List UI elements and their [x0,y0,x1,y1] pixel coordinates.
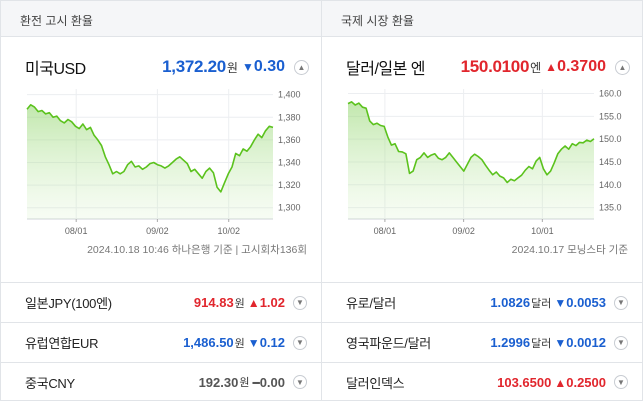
change-value: 0.0012 [566,335,606,350]
chevron-down-icon[interactable]: ▼ [293,335,307,350]
international-rate-panel: 국제 시장 환율 달러/일본 엔 150.0100 엔 ▲0.3700 ▲ 13… [322,1,642,401]
y-tick-label: 150.0 [599,134,622,144]
y-tick-label: 1,300 [278,203,301,213]
rate-value: 1,486.50 [183,335,234,350]
y-tick-label: 135.0 [599,203,622,213]
y-tick-label: 1,340 [278,157,301,167]
source-info: 2024.10.18 10:46 하나은행 기준 | 고시회차136회 [87,244,307,256]
x-tick-label: 09/02 [452,226,475,236]
y-tick-label: 155.0 [599,111,622,121]
x-tick-label: 10/01 [531,226,554,236]
currency-name: 달러/일본 엔 [346,61,426,78]
x-tick-label: 08/01 [374,226,397,236]
chart-area-fill [27,104,273,219]
rate-value: 1.0826 [490,295,531,310]
rate-change: ━0.00 [252,375,285,390]
rate-unit: 원 [239,377,250,389]
rate-unit: 원 [234,337,245,350]
change-value: 0.2500 [566,374,606,390]
rate-row[interactable]: 유로/달러 1.0826 달러 ▼0.0053 ▼ [322,282,642,322]
rate-row[interactable]: 중국CNY 192.30 원 ━0.00 ▼ [1,362,321,401]
rate-change: ▼0.0053 [554,295,606,310]
y-tick-label: 1,360 [278,135,301,145]
rate-row[interactable]: 일본JPY(100엔) 914.83 원 ▲1.02 ▼ [1,282,321,322]
currency-name: 중국CNY [25,375,75,391]
currency-name: 영국파운드/달러 [346,336,431,351]
main-rate-row: 달러/일본 엔 150.0100 엔 ▲0.3700 ▲ [346,55,630,79]
chevron-down-icon[interactable]: ▼ [614,295,628,310]
change-arrow-icon: ▲ [247,296,260,310]
rate-change: ▲0.3700 [545,58,606,76]
rate-chart: 135.0 140.0 145.0 150.0 155.0 160.0 08/01 09/02… [347,89,622,236]
rate-unit: 원 [226,60,238,75]
panel-header[interactable]: 국제 시장 환율 [322,1,642,37]
rate-change: ▲0.2500 [554,375,606,390]
rate-value: 192.30 [198,374,239,390]
change-value: 0.12 [259,335,285,350]
rate-chart: 1,300 1,320 1,340 1,360 1,380 1,400 08/01 09/02… [26,89,301,236]
y-tick-label: 145.0 [599,157,622,167]
change-arrow-icon: ▲ [554,375,567,390]
currency-name: 달러인덱스 [346,375,405,391]
change-value: 0.30 [253,58,285,75]
rate-change: ▲1.02 [248,295,285,310]
rate-row[interactable]: 영국파운드/달러 1.2996 달러 ▼0.0012 ▼ [322,322,642,362]
y-tick-label: 160.0 [599,89,622,99]
change-arrow-icon: ▼ [554,336,567,350]
chevron-up-icon[interactable]: ▲ [294,59,309,75]
rate-value: 1.2996 [490,335,531,350]
y-tick-label: 140.0 [599,180,622,190]
change-value: 0.00 [259,374,285,390]
rate-value: 103.6500 [497,374,552,390]
rate-unit: 엔 [530,60,542,75]
series-line [26,104,274,193]
rate-value: 914.83 [193,295,234,310]
rate-unit: 원 [234,297,245,310]
y-tick-label: 1,400 [278,90,301,100]
change-arrow-icon: ▼ [241,60,254,74]
source-info: 2024.10.17 모닝스타 기준 [511,244,628,256]
x-tick-label: 09/02 [146,226,169,236]
change-value: 1.02 [259,295,285,310]
rate-row[interactable]: 달러인덱스 103.6500 ▲0.2500 ▼ [322,362,642,401]
main-rate-row: 미국USD 1,372.20 원 ▼0.30 ▲ [25,55,309,79]
chevron-down-icon[interactable]: ▼ [293,375,307,389]
rate-value: 1,372.20 [162,57,226,76]
rate-change: ▼0.0012 [554,335,606,350]
change-arrow-icon: ▲ [545,60,558,74]
chevron-down-icon[interactable]: ▼ [614,375,628,389]
chevron-down-icon[interactable]: ▼ [293,295,307,310]
rate-row[interactable]: 유럽연합EUR 1,486.50 원 ▼0.12 ▼ [1,322,321,362]
y-tick-label: 1,380 [278,112,301,122]
change-arrow-icon: ▼ [554,296,567,310]
rate-change: ▼0.30 [242,58,285,76]
currency-name: 미국USD [25,61,86,78]
domestic-rate-panel: 환전 고시 환율 미국USD 1,372.20 원 ▼0.30 ▲ 1,300 1… [1,1,322,401]
currency-name: 유럽연합EUR [25,336,99,351]
panel-header[interactable]: 환전 고시 환율 [1,1,321,37]
change-arrow-icon: ▼ [247,336,260,350]
currency-name: 일본JPY(100엔) [25,296,112,311]
y-tick-label: 1,320 [278,180,301,190]
rate-value: 150.0100 [460,57,530,76]
rate-unit: 달러 [531,337,552,350]
currency-name: 유로/달러 [346,296,396,311]
chevron-up-icon[interactable]: ▲ [615,59,630,75]
rate-unit: 달러 [531,297,552,310]
rate-list: 유로/달러 1.0826 달러 ▼0.0053 ▼ 영국파운드/달러 1.2996 달러 ▼0.… [322,282,642,401]
change-value: 0.3700 [557,58,606,75]
series-line [347,101,595,184]
rate-list: 일본JPY(100엔) 914.83 원 ▲1.02 ▼ 유럽연합EUR 1,486.50 원… [1,282,321,401]
chart-area-fill [348,101,594,219]
x-tick-label: 08/01 [65,226,88,236]
change-value: 0.0053 [566,295,606,310]
rate-change: ▼0.12 [248,335,285,350]
change-arrow-icon: ━ [252,375,260,390]
chevron-down-icon[interactable]: ▼ [614,335,628,350]
x-tick-label: 10/02 [217,226,240,236]
